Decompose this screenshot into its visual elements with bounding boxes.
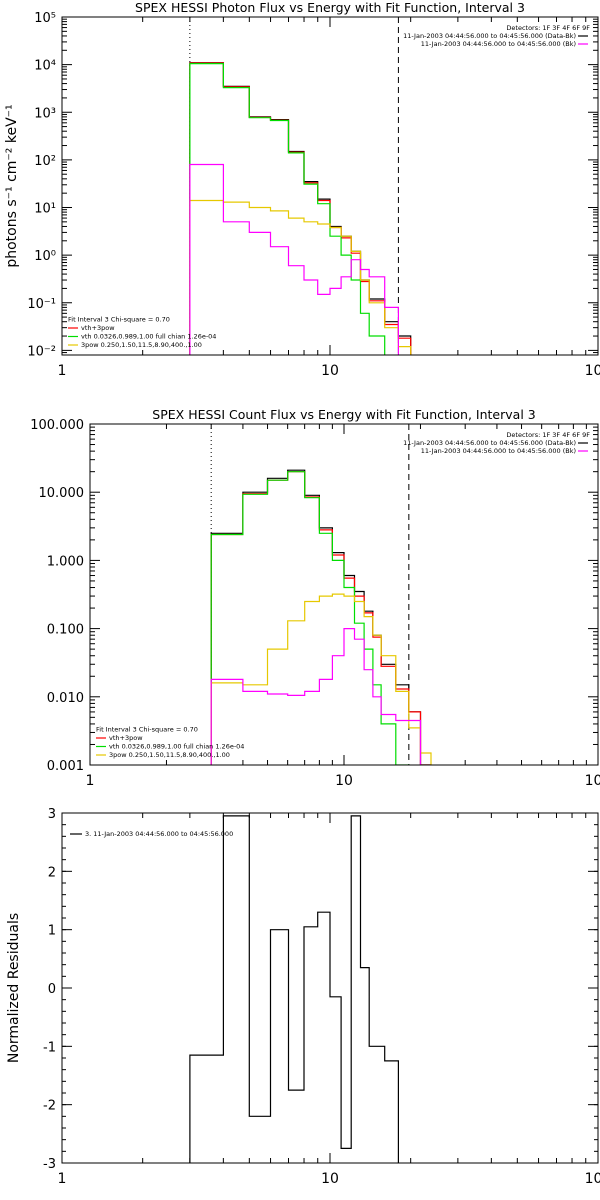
count-flux-panel: SPEX HESSI Count Flux vs Energy with Fit… [30, 407, 600, 789]
y-tick-label: 10¹ [34, 202, 56, 217]
legend-entry: vth+3pow [109, 734, 143, 742]
series-2-histogram [189, 63, 386, 355]
y-tick-label: 0 [48, 982, 56, 997]
y-tick-label: 10⁻¹ [27, 297, 56, 312]
y-tick-label: 10⁰ [34, 249, 56, 264]
plot-frame [89, 423, 599, 766]
series-3-histogram [210, 593, 432, 765]
series-2-histogram [210, 471, 410, 765]
y-tick-label: 0.100 [47, 623, 84, 638]
legend-entry: 3. 11-Jan-2003 04:44:56.000 to 04:45:56.… [85, 830, 233, 838]
y-tick-label: 3 [48, 807, 56, 822]
legend-entry: vth+3pow [81, 324, 115, 332]
x-tick-label: 10 [335, 773, 353, 789]
series-0-histogram [189, 815, 399, 1163]
chart-title: SPEX HESSI Photon Flux vs Energy with Fi… [135, 0, 525, 15]
plot-area [189, 17, 412, 355]
series-1-histogram [210, 471, 432, 765]
y-tick-label: 10³ [34, 106, 56, 121]
y-tick-label: -1 [43, 1040, 56, 1055]
plot-area [210, 424, 432, 765]
x-tick-label: 100 [585, 363, 600, 379]
series-3-histogram [189, 199, 412, 355]
x-tick-label: 100 [585, 773, 600, 789]
series-4-histogram [210, 628, 422, 765]
y-tick-label: -3 [43, 1157, 56, 1172]
x-tick-label: 1 [58, 1171, 67, 1187]
detectors-label: Detectors: 1F 3F 4F 6F 9F [506, 431, 590, 439]
legend-entry: vth 0.0326,0.989,1.00 full chian 1.26e-0… [81, 333, 216, 341]
interval-info: 11-Jan-2003 04:44:56.000 to 04:45:56.000… [403, 32, 576, 40]
residuals-panel: 1 10 100 -3 -2 -1 0 1 2 3 Normalized Residuals 3. 1… [6, 807, 600, 1187]
legend-entry: Fit Interval 3 Chi-square = 0.70 [96, 726, 198, 734]
y-axis-label: Normalized Residuals [6, 913, 22, 1063]
y-tick-label: 10.000 [39, 486, 85, 501]
y-axis-label: photons s⁻¹ cm⁻² keV⁻¹ [4, 104, 20, 267]
legend-entry: vth 0.0326,0.989,1.00 full chian 1.26e-0… [109, 743, 244, 751]
legend-entry: Fit Interval 3 Chi-square = 0.70 [68, 316, 170, 324]
x-tick-label: 1 [58, 363, 67, 379]
y-tick-label: 100.000 [30, 418, 84, 433]
y-tick-label: 10⁻² [27, 344, 56, 359]
y-tick-label: -2 [43, 1099, 56, 1114]
detectors-label: Detectors: 1F 3F 4F 6F 9F [506, 24, 590, 32]
x-tick-label: 10 [321, 1171, 339, 1187]
interval-info: 11-Jan-2003 04:44:56.000 to 04:45:56.000… [421, 40, 576, 48]
legend-entry: 3pow 0.250,1.50,11.5,8.90,400.,1.00 [109, 751, 230, 759]
y-tick-label: 10⁴ [34, 59, 56, 74]
plot-area [189, 815, 399, 1163]
y-tick-label: 0.010 [47, 691, 84, 706]
y-tick-label: 1 [48, 924, 56, 939]
y-tick-label: 1.000 [47, 554, 84, 569]
series-0-histogram [210, 469, 432, 765]
y-tick-label: 10² [34, 154, 56, 169]
x-tick-label: 100 [585, 1171, 600, 1187]
y-tick-label: 10⁵ [34, 11, 56, 26]
x-tick-label: 10 [321, 363, 339, 379]
chart-title: SPEX HESSI Count Flux vs Energy with Fit… [152, 407, 535, 422]
interval-info: 11-Jan-2003 04:44:56.000 to 04:45:56.000… [421, 447, 576, 455]
plot-frame [61, 812, 599, 1164]
plot-frame [61, 16, 599, 356]
x-tick-label: 1 [86, 773, 95, 789]
y-tick-label: 0.001 [47, 759, 84, 774]
interval-info: 11-Jan-2003 04:44:56.000 to 04:45:56.000… [403, 439, 576, 447]
legend-entry: 3pow 0.250,1.50,11.5,8.90,400.,1.00 [81, 341, 202, 349]
series-4-histogram [189, 163, 399, 355]
y-tick-label: 2 [48, 865, 56, 880]
photon-flux-panel: SPEX HESSI Photon Flux vs Energy with Fi… [4, 0, 600, 379]
